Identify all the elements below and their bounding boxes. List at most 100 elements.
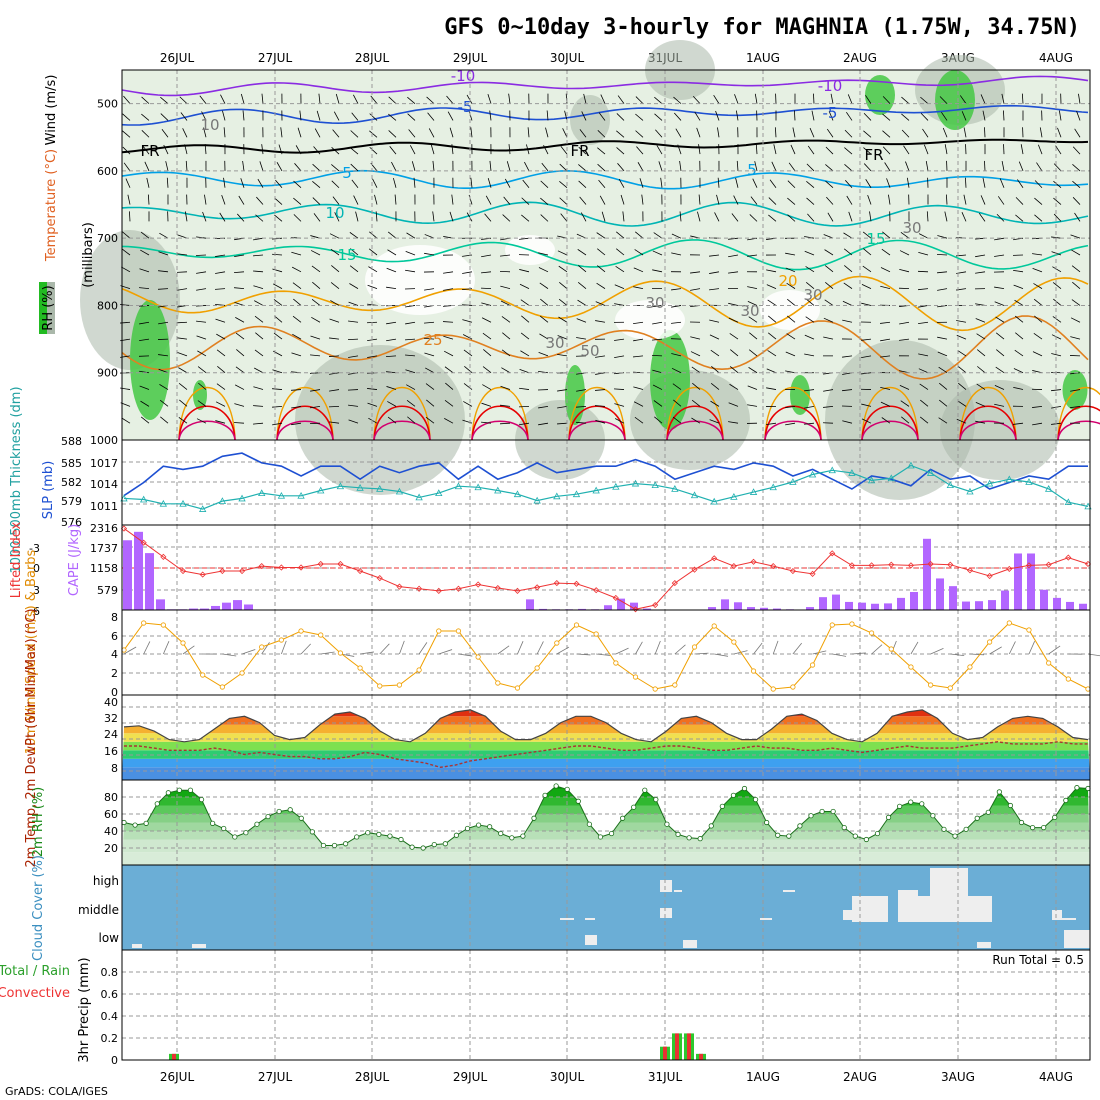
wind-speed-marker: [1065, 676, 1071, 682]
wind-barb: [313, 213, 321, 222]
wind-barb: [865, 95, 872, 104]
temperature-contour: [121, 275, 1089, 332]
wind-barb: [754, 93, 758, 104]
wind-barb: [557, 250, 568, 256]
wind-barb: [861, 372, 872, 375]
wind-barb: [825, 146, 834, 155]
wind-barb: [576, 653, 591, 656]
wind-barb: [1052, 282, 1062, 289]
wind-barb: [273, 283, 283, 289]
wind-barb: [449, 211, 454, 222]
wind-barb: [123, 646, 137, 655]
wind-barb: [578, 146, 587, 155]
wind-barb: [159, 399, 169, 407]
thickness-marker: [789, 478, 797, 485]
wind-barb: [216, 333, 226, 340]
wind-barb: [578, 164, 587, 172]
wind-barb: [443, 288, 454, 291]
rh-marker: [741, 785, 748, 792]
wind-barb: [772, 640, 779, 655]
rh-base: [122, 852, 1090, 865]
wind-barb: [882, 130, 891, 138]
cape-bar: [1066, 601, 1074, 610]
wind-barb: [272, 422, 283, 426]
wind-barb: [1051, 353, 1062, 357]
wind-barb: [539, 315, 549, 323]
cape-bar: [721, 599, 729, 610]
wind-barb: [127, 194, 131, 205]
y-tick-label: 0.2: [101, 1032, 119, 1045]
wind-barb: [329, 337, 340, 340]
wind-barb: [899, 385, 910, 390]
wind-barb: [481, 254, 492, 258]
y-tick-label: 0: [111, 1054, 118, 1067]
wind-barb: [481, 402, 492, 407]
thickness-marker: [808, 470, 817, 478]
wind-barb: [766, 387, 777, 390]
wind-barb: [788, 162, 796, 172]
wind-barb: [139, 338, 150, 342]
wind-barb: [234, 254, 245, 258]
wind-barb: [888, 194, 891, 205]
wind-barb: [1008, 641, 1016, 655]
wind-barb: [141, 130, 150, 138]
wind-speed-marker: [888, 646, 894, 652]
wind-barb: [253, 254, 264, 257]
wind-barb: [1051, 389, 1062, 392]
cape-bar: [145, 553, 154, 610]
x-tick-label: 4AUG: [1039, 1070, 1073, 1084]
wind-barb: [786, 333, 796, 340]
rh-green-shade: [1062, 370, 1088, 410]
wind-barb: [485, 195, 492, 205]
wind-barb: [963, 194, 967, 205]
wind-barb: [768, 197, 777, 205]
rh-marker: [464, 825, 471, 832]
y-tick-label: 0: [111, 686, 118, 699]
surface-contour: [1057, 405, 1100, 441]
wind-barb: [937, 336, 948, 340]
wind-barb: [1057, 127, 1062, 138]
wind-barb: [159, 384, 169, 390]
wind-barb: [595, 419, 606, 424]
wind-barb: [842, 389, 853, 392]
wind-barb: [1072, 197, 1081, 205]
wind-barb: [318, 93, 321, 104]
wind-barb: [728, 237, 739, 240]
rh-marker: [819, 808, 825, 815]
wind-speed-marker: [1046, 660, 1052, 666]
rh-marker: [498, 830, 504, 837]
wind-barb: [842, 319, 853, 323]
wind-barb: [560, 213, 568, 222]
wind-barb: [975, 254, 986, 258]
wind-barb: [146, 177, 150, 188]
cape-bar: [526, 599, 534, 610]
wind-barb: [234, 384, 245, 390]
wind-barb: [826, 196, 834, 205]
wind-barb: [792, 642, 802, 655]
wind-barb: [923, 144, 929, 155]
wind-barb: [806, 180, 815, 189]
wind-barb: [823, 389, 834, 392]
wind-barb: [794, 110, 796, 121]
thickness-marker: [218, 497, 227, 504]
wind-barb: [674, 644, 686, 655]
wind-barb: [1034, 197, 1043, 205]
wind-barb: [487, 94, 492, 104]
wind-barb: [139, 370, 150, 374]
wind-barb: [140, 400, 150, 407]
wind-barb: [271, 253, 283, 256]
wind-barb: [312, 163, 321, 172]
wind-barb: [714, 653, 729, 657]
rh-marker: [143, 820, 149, 826]
wind-barb: [369, 231, 378, 239]
wind-barb: [540, 180, 549, 189]
wind-barb: [580, 212, 587, 222]
wind-barb: [257, 178, 264, 188]
wind-barb: [635, 96, 644, 104]
rh-marker: [963, 826, 969, 832]
wind-barb: [601, 211, 606, 222]
wind-barb: [728, 302, 739, 306]
wind-speed-marker: [495, 680, 501, 686]
wind-barb: [292, 315, 302, 323]
wind-barb: [787, 197, 796, 205]
